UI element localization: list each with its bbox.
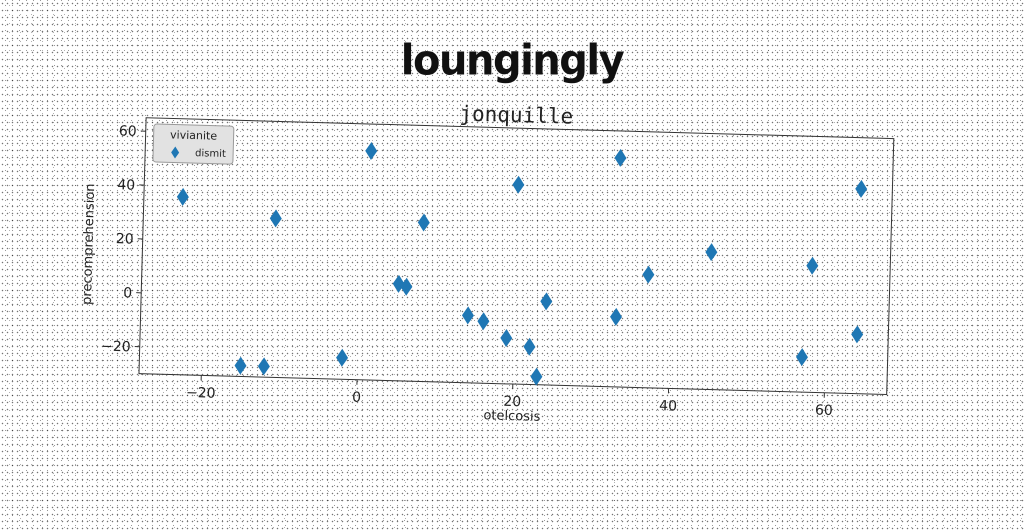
legend-entry-label: dismit xyxy=(195,148,226,160)
data-point-diamond xyxy=(365,142,377,160)
y-tick-label: 60 xyxy=(119,123,137,139)
chart-title: jonquille xyxy=(459,101,573,128)
y-tick-label: 40 xyxy=(117,177,135,193)
data-point-diamond xyxy=(523,338,535,356)
x-tick-label: 0 xyxy=(352,390,361,406)
data-point-diamond xyxy=(530,367,542,385)
data-point-diamond xyxy=(477,312,489,330)
data-point-diamond xyxy=(258,357,270,375)
data-point-diamond xyxy=(614,149,626,167)
data-point-diamond xyxy=(270,209,282,227)
y-axis-label: precomprehension xyxy=(80,183,98,305)
y-tick-label: −20 xyxy=(101,339,131,356)
data-point-diamond xyxy=(796,348,808,366)
data-point-diamond xyxy=(500,329,512,347)
plot-area-frame xyxy=(139,118,894,395)
y-tick-label: 20 xyxy=(116,231,134,247)
data-point-diamond xyxy=(705,243,717,261)
data-point-diamond xyxy=(610,308,622,326)
data-point-diamond xyxy=(418,213,430,231)
data-point-diamond xyxy=(642,265,654,283)
data-point-diamond xyxy=(462,306,474,324)
legend-title: vivianite xyxy=(170,128,218,142)
data-point-diamond xyxy=(855,180,867,198)
data-point-diamond xyxy=(336,349,348,367)
x-tick-label: 20 xyxy=(503,394,521,410)
data-point-diamond xyxy=(540,292,552,310)
data-point-diamond xyxy=(234,357,246,375)
y-tick-label: 0 xyxy=(123,285,132,301)
x-tick-label: −20 xyxy=(186,385,216,402)
y-axis-ticks: −20 0 20 40 60 xyxy=(101,123,146,356)
x-tick-label: 40 xyxy=(659,398,677,414)
data-points xyxy=(172,137,868,395)
data-point-diamond xyxy=(177,188,189,206)
x-tick-label: 60 xyxy=(815,403,833,419)
legend: vivianite dismit xyxy=(153,124,234,164)
data-point-diamond xyxy=(851,325,863,343)
data-point-diamond xyxy=(806,257,818,275)
x-axis-label: otelcosis xyxy=(483,408,541,425)
data-point-diamond xyxy=(512,176,524,194)
